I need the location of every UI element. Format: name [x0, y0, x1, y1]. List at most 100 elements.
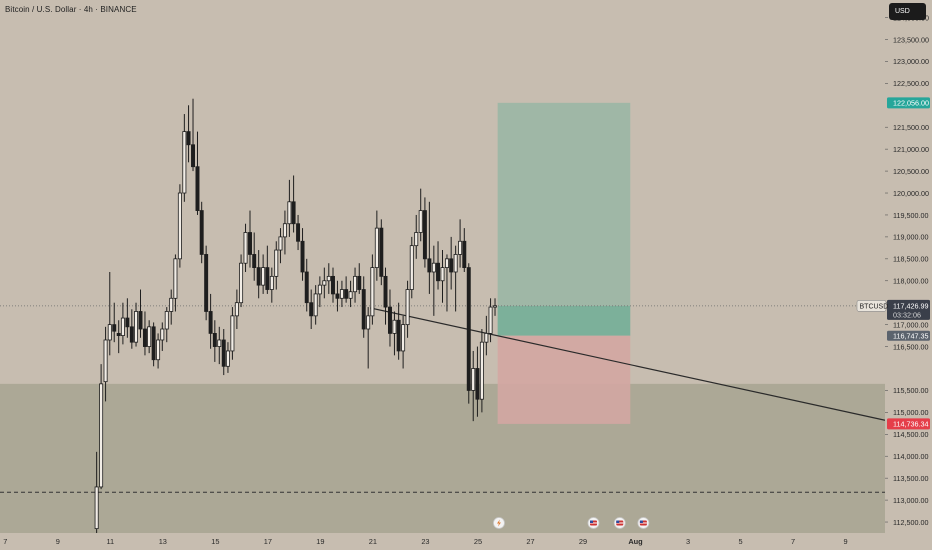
candle-body	[120, 317, 125, 336]
candle-body	[160, 328, 165, 341]
candle-body	[94, 486, 99, 530]
candle-body	[414, 232, 419, 247]
candle-body	[383, 275, 388, 308]
candle-body	[296, 223, 301, 242]
candle-body	[405, 289, 410, 326]
candle-body	[331, 275, 335, 295]
time-axis[interactable]: 7 9 11 13 15 17 19 21 23 25 27 29 Aug 3 5 7 9	[0, 533, 885, 550]
candle-body	[107, 324, 112, 341]
price-labels: 122,056.00 114,736.34 116,747.35 117,426.99…	[856, 97, 930, 430]
candle-body	[287, 201, 292, 225]
time-tick-label: 21	[369, 537, 377, 546]
candle-body	[440, 267, 445, 282]
stop-loss-label: 114,736.34	[893, 420, 928, 429]
time-tick-label: 23	[421, 537, 429, 546]
candle-body	[401, 324, 406, 352]
price-tick-label: 121,500.00	[893, 123, 929, 132]
candle-body	[488, 306, 493, 334]
candle-body	[239, 262, 244, 304]
candle-body	[431, 262, 436, 273]
demand-zone	[0, 383, 885, 533]
candle-body	[116, 332, 121, 336]
stop-loss-label-bg	[887, 418, 930, 430]
candle-body	[234, 302, 239, 317]
price-tick-label: 114,000.00	[893, 452, 928, 461]
candle-body	[103, 339, 108, 383]
currency-button[interactable]: USD	[889, 3, 926, 20]
candle-body	[278, 236, 283, 251]
candle-body	[418, 210, 423, 233]
time-tick-label: 25	[474, 537, 482, 546]
candle-body	[335, 293, 340, 299]
candle-body	[208, 311, 213, 334]
time-tick-label: 9	[56, 537, 60, 546]
candle-body	[129, 326, 134, 343]
candle-body	[427, 258, 432, 273]
candle-body	[322, 280, 327, 286]
zones-layer	[0, 383, 885, 533]
price-tick-label: 120,500.00	[893, 167, 929, 176]
events-layer	[493, 517, 650, 529]
candle-body	[191, 144, 195, 168]
candle-body	[147, 326, 152, 347]
candle-body	[221, 339, 226, 367]
price-tick-label: 122,500.00	[893, 79, 929, 88]
candle-body	[313, 293, 318, 317]
candle-body	[199, 210, 204, 255]
time-tick-label: 27	[526, 537, 534, 546]
candle-body	[142, 328, 147, 347]
price-tick-label: 116,500.00	[893, 342, 928, 351]
candle-body	[134, 311, 139, 343]
candle-body	[186, 131, 191, 146]
candle-body	[449, 258, 454, 273]
take-profit-label-bg	[887, 97, 930, 109]
candle-body	[388, 306, 392, 334]
candle-body	[248, 232, 252, 255]
candle-body	[195, 166, 200, 211]
candle-body	[462, 240, 467, 268]
time-tick-label: 5	[739, 537, 743, 546]
candle-body	[353, 275, 358, 293]
candle-body	[151, 326, 156, 361]
long-position-tool[interactable]	[497, 102, 631, 424]
time-tick-label: 13	[159, 537, 167, 546]
candle-body	[243, 232, 248, 264]
time-tick-label: 17	[264, 537, 272, 546]
candle-body	[265, 267, 270, 290]
take-profit-label: 122,056.00	[893, 98, 929, 107]
candle-body	[256, 267, 261, 286]
candle-body	[392, 319, 397, 334]
candle-body	[138, 311, 143, 330]
price-tick-label: 113,500.00	[893, 474, 928, 483]
candle-body	[156, 339, 161, 361]
candle-body	[344, 289, 349, 299]
price-tick-label: 119,000.00	[893, 233, 928, 242]
candle-body	[366, 315, 371, 330]
price-tick-label: 112,500.00	[893, 518, 928, 527]
candle-body	[493, 305, 497, 308]
price-tick-label: 115,500.00	[893, 386, 928, 395]
time-tick-label: 7	[3, 537, 7, 546]
candle-body	[370, 267, 375, 317]
candle-body	[169, 297, 174, 312]
target-zone-filled	[497, 305, 631, 336]
candle-body	[182, 131, 187, 194]
candle-body	[348, 291, 353, 299]
candle-body	[379, 227, 384, 277]
chart-title: Bitcoin / U.S. Dollar · 4h · BINANCE	[5, 5, 137, 14]
candle-body	[300, 240, 305, 273]
flag-canton	[590, 520, 594, 523]
candle-body	[396, 319, 401, 352]
price-tick-label: 118,000.00	[893, 277, 928, 286]
candle-body	[339, 289, 344, 299]
symbol-tag-bg	[856, 300, 887, 312]
entry-label-bg	[887, 330, 930, 341]
price-tick-label: 123,000.00	[893, 57, 929, 66]
time-tick-label: 15	[211, 537, 219, 546]
target-zone	[497, 102, 631, 306]
candle-body	[230, 315, 235, 352]
candle-body	[282, 223, 287, 238]
price-axis[interactable]: 124,000.00123,500.00123,000.00122,500.00…	[885, 0, 932, 550]
candle-body	[309, 302, 314, 317]
